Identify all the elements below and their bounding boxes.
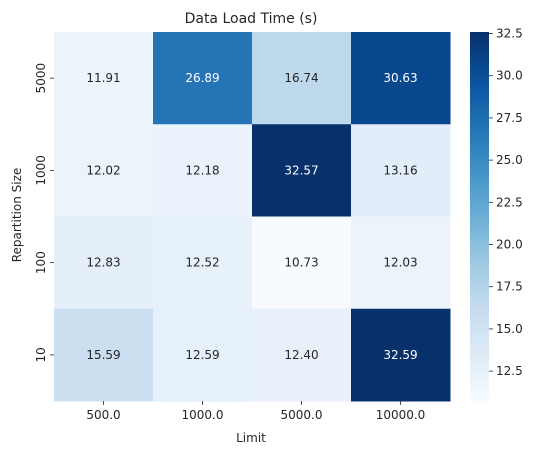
x-tick-label: 5000.0 (281, 408, 323, 422)
heatmap-cell-label: 12.52 (185, 256, 219, 270)
heatmap-cell-label: 30.63 (383, 71, 417, 85)
heatmap-cell-label: 15.59 (86, 348, 120, 362)
heatmap-cell-label: 12.83 (86, 256, 120, 270)
heatmap-cell-label: 12.40 (284, 348, 318, 362)
heatmap-cell (252, 124, 352, 217)
heatmap-cell-label: 32.57 (284, 163, 318, 177)
heatmap-cell-label: 10.73 (284, 256, 318, 270)
y-axis-ticks: 5000 1000 100 10 (34, 63, 54, 363)
colorbar (470, 32, 489, 401)
chart-title: Data Load Time (s) (185, 11, 318, 27)
colorbar-tick-label: 20.0 (496, 238, 523, 252)
heatmap-cell (54, 216, 154, 310)
x-axis-label: Limit (236, 431, 266, 445)
heatmap-cell (351, 308, 451, 402)
y-axis-label: Repartition Size (10, 168, 24, 263)
heatmap-cell (54, 32, 154, 125)
y-tick-label: 100 (34, 251, 48, 274)
heatmap-cell-label: 16.74 (284, 71, 318, 85)
heatmap-cell (153, 308, 253, 402)
x-tick-label: 500.0 (86, 408, 120, 422)
heatmap-cell (54, 308, 154, 402)
colorbar-tick-label: 32.5 (496, 27, 523, 41)
heatmap-cell-label: 12.03 (383, 256, 417, 270)
colorbar-tick-label: 17.5 (496, 280, 523, 294)
heatmap-cell (153, 32, 253, 125)
heatmap-cell-label: 32.59 (383, 348, 417, 362)
heatmap-cell-label: 12.59 (185, 348, 219, 362)
heatmap-cell (351, 124, 451, 217)
heatmap-cell-label: 11.91 (86, 71, 120, 85)
heatmap-cell (252, 32, 352, 125)
colorbar-tick-label: 12.5 (496, 364, 523, 378)
heatmap-cell (252, 308, 352, 402)
x-axis-ticks: 500.0 1000.0 5000.0 10000.0 (86, 401, 425, 422)
heatmap-cell (351, 32, 451, 125)
y-tick-label: 1000 (34, 155, 48, 186)
heatmap-cells (54, 32, 451, 402)
y-tick-label: 10 (34, 347, 48, 362)
heatmap-cell (351, 216, 451, 310)
heatmap-cell-label: 26.89 (185, 71, 219, 85)
colorbar-tick-label: 22.5 (496, 195, 523, 209)
heatmap-cell (54, 124, 154, 217)
colorbar-ticks: 12.5 15.0 17.5 20.0 22.5 25.0 27.5 30.0 32.5 (489, 27, 523, 378)
heatmap-cell-labels: 11.91 26.89 16.74 30.63 12.02 12.18 32.57 13.16… (86, 71, 417, 362)
heatmap-cell (153, 216, 253, 310)
y-tick-label: 5000 (34, 63, 48, 94)
heatmap-cell-label: 13.16 (383, 163, 417, 177)
heatmap-cell-label: 12.18 (185, 163, 219, 177)
x-tick-label: 10000.0 (376, 408, 426, 422)
heatmap-cell (153, 124, 253, 217)
heatmap-cell-label: 12.02 (86, 163, 120, 177)
colorbar-tick-label: 30.0 (496, 69, 523, 83)
colorbar-tick-label: 27.5 (496, 111, 523, 125)
x-tick-label: 1000.0 (182, 408, 224, 422)
colorbar-tick-label: 15.0 (496, 322, 523, 336)
colorbar-tick-label: 25.0 (496, 153, 523, 167)
heatmap-cell (252, 216, 352, 310)
